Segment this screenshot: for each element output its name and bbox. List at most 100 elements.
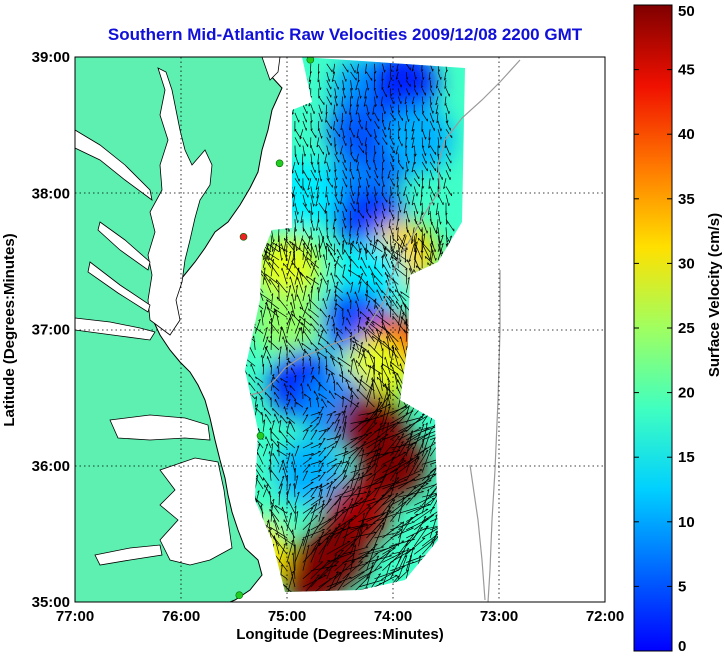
velocity-vector: [366, 474, 388, 490]
velocity-vector-head: [359, 248, 362, 251]
velocity-vector: [285, 227, 288, 242]
velocity-vector: [326, 373, 331, 383]
velocity-vector: [317, 153, 320, 165]
velocity-vector: [350, 432, 373, 441]
velocity-vector-head: [302, 366, 305, 370]
velocity-vector: [397, 80, 402, 88]
velocity-vector-head: [315, 187, 319, 190]
velocity-vector-head: [388, 201, 391, 204]
velocity-vector-head: [255, 404, 258, 407]
velocity-vector-head: [357, 210, 360, 213]
colorbar-label: Surface Velocity (cm/s): [706, 213, 723, 377]
velocity-vector-head: [335, 571, 339, 574]
velocity-vector: [374, 494, 393, 514]
velocity-vector-head: [408, 219, 411, 223]
velocity-vector: [390, 433, 405, 457]
velocity-vector: [366, 434, 389, 449]
velocity-vector-head: [422, 110, 425, 114]
velocity-vector: [318, 482, 330, 490]
velocity-vector-head: [395, 77, 399, 80]
velocity-vector: [350, 337, 352, 350]
velocity-vector-head: [372, 498, 376, 500]
velocity-vector-head: [444, 103, 447, 106]
velocity-vector: [366, 227, 369, 236]
velocity-vector: [270, 382, 274, 391]
velocity-vector: [390, 300, 392, 318]
velocity-vector: [318, 572, 342, 588]
velocity-vector-head: [297, 220, 299, 223]
velocity-vector-head: [314, 244, 317, 248]
velocity-vector: [334, 470, 347, 481]
velocity-vector-head: [295, 285, 298, 288]
velocity-vector-head: [276, 441, 279, 444]
velocity-vector: [382, 479, 407, 490]
velocity-vector-head: [361, 449, 365, 452]
velocity-vector: [342, 178, 348, 188]
velocity-vector: [270, 501, 280, 514]
velocity-vector-head: [318, 170, 321, 174]
velocity-vector-head: [376, 200, 378, 204]
velocity-vector-head: [423, 233, 426, 236]
velocity-vector-head: [346, 485, 350, 488]
velocity-vector-head: [310, 507, 314, 509]
velocity-vector-head: [286, 239, 288, 242]
velocity-vector: [358, 422, 378, 441]
velocity-vector-head: [419, 221, 422, 225]
velocity-vector: [368, 343, 383, 359]
velocity-vector: [333, 323, 336, 334]
velocity-vector-head: [363, 104, 366, 107]
velocity-vector-head: [407, 168, 409, 172]
velocity-vector: [260, 270, 272, 285]
land-mass: [75, 57, 283, 602]
velocity-vector: [342, 410, 346, 424]
velocity-vector-head: [332, 323, 335, 327]
velocity-vector: [332, 357, 343, 367]
velocity-vector-head: [331, 357, 334, 361]
velocity-vector-head: [311, 452, 314, 455]
velocity-vector-head: [396, 185, 399, 188]
velocity-vector-head: [374, 151, 377, 155]
velocity-vector: [350, 447, 364, 465]
velocity-vector-head: [351, 87, 354, 91]
velocity-vector-head: [319, 87, 322, 91]
velocity-vector: [262, 327, 268, 342]
velocity-vector: [366, 235, 372, 243]
velocity-vector: [366, 452, 390, 465]
velocity-vector: [350, 240, 355, 252]
velocity-vector-head: [299, 137, 302, 140]
velocity-vector-head: [367, 224, 370, 228]
velocity-vector: [310, 516, 325, 539]
velocity-vector: [350, 565, 374, 580]
velocity-vector: [315, 244, 320, 261]
velocity-vector: [266, 299, 280, 310]
velocity-vector: [262, 483, 269, 498]
velocity-vector-head: [352, 343, 356, 346]
velocity-vector: [358, 463, 376, 481]
velocity-vector-head: [440, 136, 442, 140]
velocity-vector-head: [404, 128, 407, 132]
velocity-vector: [270, 235, 273, 252]
velocity-vector: [390, 479, 416, 490]
velocity-vector-head: [421, 250, 424, 254]
velocity-vector-head: [344, 95, 346, 99]
velocity-vector: [302, 457, 312, 465]
velocity-vector: [302, 104, 308, 114]
velocity-vector-head: [382, 522, 385, 525]
velocity-vector: [429, 514, 438, 539]
velocity-vector: [293, 227, 296, 241]
velocity-vector-head: [354, 465, 357, 468]
velocity-vector: [374, 178, 380, 187]
velocity-vector: [342, 219, 346, 229]
velocity-vector: [382, 137, 388, 145]
velocity-vector-head: [310, 342, 312, 345]
velocity-vector: [350, 434, 369, 449]
velocity-vector: [325, 186, 328, 198]
velocity-vector-head: [320, 488, 323, 492]
velocity-vector-head: [331, 316, 333, 319]
velocity-vector: [334, 235, 341, 246]
velocity-vector-head: [437, 194, 440, 198]
velocity-vector: [269, 321, 280, 334]
velocity-vector-head: [304, 285, 307, 288]
velocity-vector-head: [353, 176, 355, 180]
velocity-vector: [405, 210, 410, 223]
